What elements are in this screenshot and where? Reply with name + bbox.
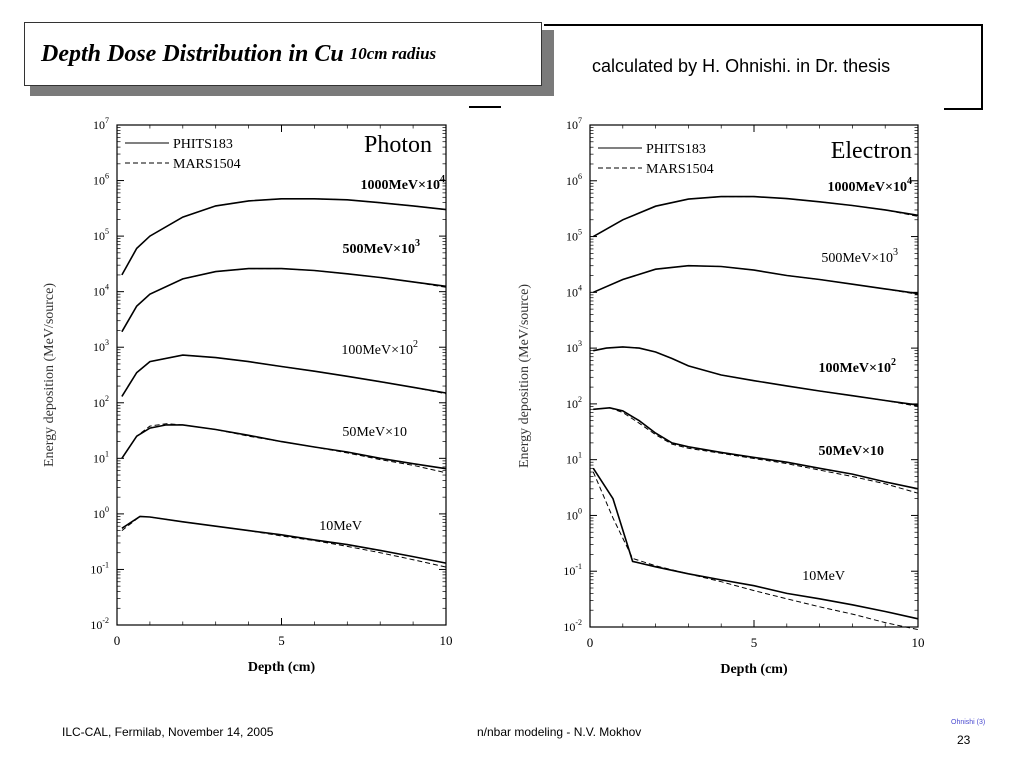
series-line-phits bbox=[592, 467, 919, 620]
electron-chart: 10-2 10-1 100 101 102 103 104 105 106 107 0 5 10 Dept… bbox=[517, 116, 925, 677]
reference-note: Ohnishi (3) bbox=[951, 719, 986, 726]
series-group-label: 50MeV×10 bbox=[342, 425, 407, 440]
title-box: Depth Dose Distribution in Cu 10cm radiu… bbox=[24, 22, 542, 86]
chart-title: Electron bbox=[831, 138, 912, 164]
series-group-label: 500MeV×103 bbox=[821, 247, 898, 266]
series-group-label: 100MeV×102 bbox=[341, 339, 418, 358]
series-line-phits bbox=[593, 406, 919, 490]
series-line-mars bbox=[121, 268, 447, 332]
y-tick-label: 100 bbox=[93, 505, 109, 521]
y-axis-label: Energy deposition (MeV/source) bbox=[517, 284, 532, 468]
y-tick-label: 105 bbox=[93, 227, 109, 243]
page-number: 23 bbox=[957, 733, 971, 747]
x-axis-label: Depth (cm) bbox=[248, 660, 316, 675]
series-line-mars bbox=[593, 265, 919, 295]
series-group-label: 10MeV bbox=[802, 569, 845, 584]
footer-center: n/nbar modeling - N.V. Mokhov bbox=[477, 725, 642, 739]
series-line-phits bbox=[121, 515, 447, 564]
x-tick-label: 5 bbox=[751, 635, 758, 650]
y-tick-label: 101 bbox=[93, 449, 109, 465]
x-axis-label: Depth (cm) bbox=[720, 662, 788, 677]
frame-right-line bbox=[981, 24, 983, 110]
series-line-mars bbox=[121, 515, 447, 568]
legend-label: PHITS183 bbox=[173, 137, 233, 152]
series-line-phits bbox=[121, 354, 447, 397]
y-tick-label: 10-1 bbox=[90, 560, 109, 576]
y-tick-label: 10-1 bbox=[563, 562, 582, 578]
series-line-phits bbox=[592, 264, 919, 295]
y-tick-label: 103 bbox=[566, 339, 582, 355]
x-tick-label: 10 bbox=[912, 635, 925, 650]
photon-chart: 10-2 10-1 100 101 102 103 104 105 106 107 0 5 10 Dept… bbox=[42, 116, 453, 675]
credit-text: calculated by H. Ohnishi. in Dr. thesis bbox=[592, 56, 891, 76]
series-group-label: 1000MeV×104 bbox=[827, 176, 912, 195]
y-tick-label: 103 bbox=[93, 338, 109, 354]
series-line-mars bbox=[121, 354, 447, 397]
x-tick-label: 5 bbox=[278, 633, 285, 648]
series-group-label: 100MeV×102 bbox=[818, 357, 896, 376]
y-tick-label: 107 bbox=[566, 116, 582, 132]
series-group-label: 10MeV bbox=[319, 519, 362, 534]
x-tick-label: 0 bbox=[114, 633, 121, 648]
series-group-label: 500MeV×103 bbox=[342, 238, 420, 257]
series-line-mars bbox=[593, 196, 919, 238]
y-tick-label: 102 bbox=[566, 395, 582, 411]
series-line-phits bbox=[593, 346, 919, 406]
series-line-mars bbox=[592, 471, 919, 631]
series-line-phits bbox=[121, 198, 447, 276]
y-axis-label: Energy deposition (MeV/source) bbox=[42, 283, 57, 467]
y-tick-label: 107 bbox=[93, 116, 109, 132]
series-line-mars bbox=[121, 198, 447, 276]
y-tick-label: 101 bbox=[566, 451, 582, 467]
legend-label: MARS1504 bbox=[173, 157, 241, 172]
plot-frame bbox=[589, 124, 919, 628]
y-tick-label: 10-2 bbox=[90, 616, 109, 632]
slide-title: Depth Dose Distribution in Cu bbox=[41, 40, 344, 67]
y-tick-label: 100 bbox=[566, 506, 582, 522]
series-line-mars bbox=[121, 423, 447, 474]
frame-top-line bbox=[544, 24, 982, 26]
y-tick-label: 106 bbox=[566, 172, 582, 188]
series-line-mars bbox=[593, 407, 919, 494]
y-tick-label: 102 bbox=[93, 394, 109, 410]
legend-label: MARS1504 bbox=[646, 162, 714, 177]
y-tick-label: 105 bbox=[566, 228, 582, 244]
x-tick-label: 0 bbox=[587, 635, 594, 650]
series-line-phits bbox=[592, 195, 919, 238]
y-tick-label: 10-2 bbox=[563, 618, 582, 634]
y-tick-label: 104 bbox=[93, 283, 109, 299]
series-group-label: 50MeV×10 bbox=[818, 444, 884, 459]
y-tick-label: 104 bbox=[566, 283, 582, 299]
series-line-phits bbox=[121, 424, 447, 470]
series-group-label: 1000MeV×104 bbox=[360, 174, 445, 193]
chart-title: Photon bbox=[364, 132, 432, 158]
plot-frame bbox=[116, 124, 447, 626]
series-line-mars bbox=[593, 346, 919, 407]
y-tick-label: 106 bbox=[93, 172, 109, 188]
legend-label: PHITS183 bbox=[646, 142, 706, 157]
footer-left: ILC-CAL, Fermilab, November 14, 2005 bbox=[62, 725, 274, 739]
x-tick-label: 10 bbox=[440, 633, 453, 648]
frame-bottom-line bbox=[944, 108, 982, 110]
frame-bottom-left-line bbox=[469, 106, 501, 108]
slide-title-sub: 10cm radius bbox=[349, 44, 437, 63]
series-line-phits bbox=[121, 267, 447, 333]
